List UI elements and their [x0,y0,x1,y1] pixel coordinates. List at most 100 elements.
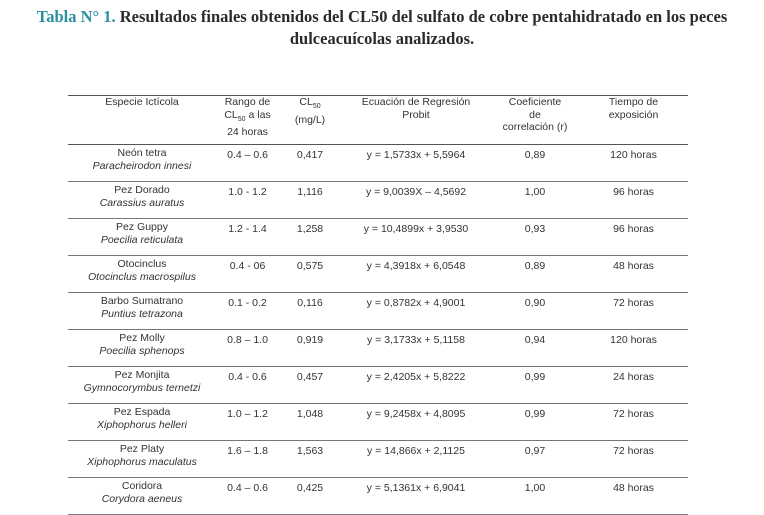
species-common-name: Barbo Sumatrano [100,295,184,307]
coefficient-cell: 0,94 [491,329,579,367]
species-common-name: Pez Platy [119,443,165,455]
table-row: Pez Guppy Poecilia reticulata 1.2 - 1.4 1… [68,218,688,256]
results-table: Especie Ictícola Rango de CL50 a las 24 … [68,95,688,515]
species-common-name: Pez Espada [113,406,171,418]
table-row: Barbo Sumatrano Puntius tetrazona 0.1 - 0… [68,292,688,330]
species-cell: Pez Guppy Poecilia reticulata [68,218,216,256]
header-exposure-time: Tiempo de exposición [579,95,688,145]
range-cell: 1.0 - 1.2 [216,181,279,219]
table-row: Coridora Corydora aeneus 0.4 – 0.6 0,425 … [68,477,688,515]
species-cell: Otocinclus Otocinclus macrospilus [68,255,216,293]
range-cell: 0.4 - 06 [216,255,279,293]
table-row: Otocinclus Otocinclus macrospilus 0.4 - 0… [68,255,688,293]
species-common-name: Coridora [121,480,163,492]
species-scientific-name: Corydora aeneus [101,493,183,505]
species-scientific-name: Paracheirodon innesi [92,160,192,172]
table-caption-label: Tabla N° 1. [36,7,116,26]
range-cell: 1.2 - 1.4 [216,218,279,256]
cl50-cell: 1,116 [279,181,341,219]
coefficient-cell: 0,99 [491,366,579,404]
table-row: Pez Platy Xiphophorus maculatus 1.6 – 1.8… [68,440,688,478]
cl50-cell: 1,048 [279,403,341,441]
range-cell: 0.8 – 1.0 [216,329,279,367]
equation-cell: y = 3,1733x + 5,1158 [341,329,491,367]
equation-cell: y = 9,0039X – 4,5692 [341,181,491,219]
species-common-name: Neón tetra [117,147,167,159]
cl50-cell: 0,425 [279,477,341,515]
exposure-time-cell: 72 horas [579,292,688,330]
species-scientific-name: Poecilia reticulata [100,234,184,246]
range-cell: 0.4 – 0.6 [216,144,279,182]
species-cell: Pez Molly Poecilia sphenops [68,329,216,367]
cl50-cell: 0,417 [279,144,341,182]
cl50-cell: 0,575 [279,255,341,293]
table-row: Pez Molly Poecilia sphenops 0.8 – 1.0 0,9… [68,329,688,367]
coefficient-cell: 1,00 [491,181,579,219]
exposure-time-cell: 48 horas [579,477,688,515]
species-cell: Pez Dorado Carassius auratus [68,181,216,219]
species-cell: Pez Espada Xiphophorus helleri [68,403,216,441]
species-cell: Neón tetra Paracheirodon innesi [68,144,216,182]
header-coefficient: Coeficiente de correlación (r) [491,95,579,145]
exposure-time-cell: 120 horas [579,144,688,182]
range-cell: 1.6 – 1.8 [216,440,279,478]
cl50-cell: 1,563 [279,440,341,478]
exposure-time-cell: 120 horas [579,329,688,367]
equation-cell: y = 9,2458x + 4,8095 [341,403,491,441]
range-cell: 1.0 – 1.2 [216,403,279,441]
coefficient-cell: 1,00 [491,477,579,515]
range-cell: 0.1 - 0.2 [216,292,279,330]
coefficient-cell: 0,93 [491,218,579,256]
header-cl50: CL50 (mg/L) [279,95,341,145]
equation-cell: y = 10,4899x + 3,9530 [341,218,491,256]
species-cell: Barbo Sumatrano Puntius tetrazona [68,292,216,330]
table-caption: Tabla N° 1. Resultados finales obtenidos… [0,6,764,50]
exposure-time-cell: 96 horas [579,181,688,219]
equation-cell: y = 1,5733x + 5,5964 [341,144,491,182]
coefficient-cell: 0,97 [491,440,579,478]
species-cell: Pez Platy Xiphophorus maculatus [68,440,216,478]
table-header-row: Especie Ictícola Rango de CL50 a las 24 … [68,95,688,145]
range-cell: 0.4 – 0.6 [216,477,279,515]
species-scientific-name: Poecilia sphenops [99,345,185,357]
cl50-cell: 0,116 [279,292,341,330]
equation-cell: y = 2,4205x + 5,8222 [341,366,491,404]
species-scientific-name: Gymnocorymbus ternetzi [83,382,201,394]
species-scientific-name: Xiphophorus helleri [97,419,187,431]
table-caption-text: Resultados finales obtenidos del CL50 de… [115,7,728,48]
species-common-name: Pez Molly [119,332,165,344]
cl50-cell: 0,919 [279,329,341,367]
equation-cell: y = 14,866x + 2,1125 [341,440,491,478]
coefficient-cell: 0,90 [491,292,579,330]
coefficient-cell: 0,99 [491,403,579,441]
cl50-cell: 1,258 [279,218,341,256]
exposure-time-cell: 48 horas [579,255,688,293]
table-row: Pez Monjita Gymnocorymbus ternetzi 0.4 - … [68,366,688,404]
exposure-time-cell: 72 horas [579,403,688,441]
coefficient-cell: 0,89 [491,144,579,182]
equation-cell: y = 5,1361x + 6,9041 [341,477,491,515]
table-row: Pez Espada Xiphophorus helleri 1.0 – 1.2 … [68,403,688,441]
species-scientific-name: Carassius auratus [99,197,185,209]
coefficient-cell: 0,89 [491,255,579,293]
exposure-time-cell: 96 horas [579,218,688,256]
species-common-name: Pez Monjita [114,369,170,381]
cl50-cell: 0,457 [279,366,341,404]
species-common-name: Otocinclus [117,258,167,270]
table-row: Neón tetra Paracheirodon innesi 0.4 – 0.6… [68,144,688,182]
header-equation: Ecuación de Regresión Probit [341,95,491,145]
species-cell: Pez Monjita Gymnocorymbus ternetzi [68,366,216,404]
equation-cell: y = 0,8782x + 4,9001 [341,292,491,330]
exposure-time-cell: 24 horas [579,366,688,404]
species-cell: Coridora Corydora aeneus [68,477,216,515]
range-cell: 0.4 - 0.6 [216,366,279,404]
header-species: Especie Ictícola [68,95,216,145]
species-scientific-name: Otocinclus macrospilus [88,271,196,283]
header-range: Rango de CL50 a las 24 horas [216,95,279,145]
species-scientific-name: Xiphophorus maculatus [87,456,197,468]
exposure-time-cell: 72 horas [579,440,688,478]
table-row: Pez Dorado Carassius auratus 1.0 - 1.2 1,… [68,181,688,219]
species-common-name: Pez Dorado [114,184,170,196]
species-scientific-name: Puntius tetrazona [101,308,183,320]
equation-cell: y = 4,3918x + 6,0548 [341,255,491,293]
